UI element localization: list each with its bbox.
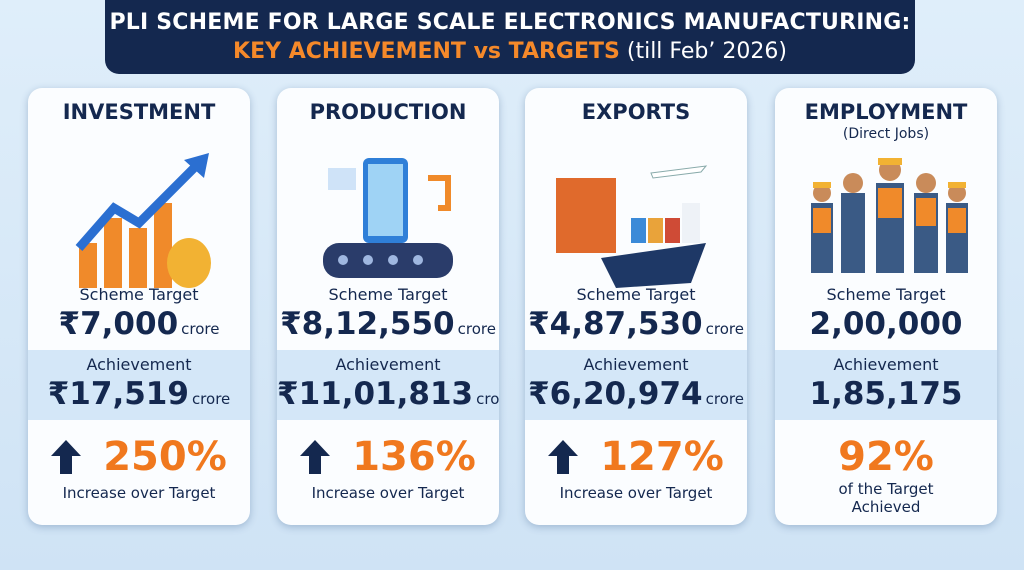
target-value: ₹7,000 crore	[28, 306, 250, 342]
achievement-number: ₹11,01,813	[277, 376, 474, 412]
achievement-band	[775, 350, 997, 420]
achievement-value: 1,85,175	[775, 376, 997, 412]
unit: crore	[705, 320, 744, 338]
card: EMPLOYMENT (Direct Jobs) Scheme Target 2,…	[775, 88, 997, 525]
achievement-value: ₹6,20,974 crore	[525, 376, 747, 412]
target-label: Scheme Target	[328, 285, 448, 304]
card: EXPORTS Scheme Target ₹4,87,530 crore Ach…	[525, 88, 747, 525]
achievement-number: ₹17,519	[47, 376, 189, 412]
card-title: INVESTMENT	[62, 100, 216, 124]
card: PRODUCTION Scheme Target ₹8,12,550 crore …	[277, 88, 499, 525]
unit: crore	[457, 320, 496, 338]
achievement-band	[28, 350, 250, 420]
unit: crore	[705, 390, 744, 408]
card: INVESTMENT Scheme Target ₹7,000 crore Ach…	[28, 88, 250, 525]
change: 127%	[525, 434, 747, 480]
target-value: ₹4,87,530 crore	[525, 306, 747, 342]
target-number: ₹4,87,530	[528, 306, 703, 342]
achievement-number: 1,85,175	[809, 376, 963, 412]
card-title: EXPORTS	[581, 100, 691, 124]
target-label: Scheme Target	[79, 285, 199, 304]
change: 136%	[277, 434, 499, 480]
unit: crore	[181, 320, 220, 338]
achievement-label: Achievement	[335, 355, 441, 374]
illustration	[811, 158, 968, 273]
change-caption: Increase over Target	[559, 484, 713, 502]
unit: crore	[476, 390, 499, 408]
change-value: 136%	[352, 434, 476, 480]
up-arrow-icon	[548, 440, 579, 474]
achievement-label: Achievement	[86, 355, 192, 374]
illustration	[75, 153, 211, 288]
change-value: 92%	[838, 434, 934, 480]
target-value: ₹8,12,550 crore	[277, 306, 499, 342]
illustration	[556, 165, 708, 288]
target-number: 2,00,000	[809, 306, 963, 342]
change-caption: Increase over Target	[62, 484, 216, 502]
target-number: ₹8,12,550	[280, 306, 455, 342]
change: 92%	[775, 434, 997, 480]
change: 250%	[28, 434, 250, 480]
card-title: PRODUCTION	[309, 100, 467, 124]
unit: crore	[191, 390, 231, 408]
change-value: 127%	[600, 434, 724, 480]
achievement-band	[525, 350, 747, 420]
change-caption: Increase over Target	[311, 484, 465, 502]
achievement-label: Achievement	[583, 355, 689, 374]
card-subtitle: (Direct Jobs)	[842, 126, 930, 142]
target-label: Scheme Target	[826, 285, 946, 304]
subtitle-main: KEY ACHIEVEMENT vs TARGETS	[233, 39, 620, 64]
card-title: EMPLOYMENT	[804, 100, 968, 124]
achievement-value: ₹17,519 crore	[28, 376, 250, 412]
target-number: ₹7,000	[58, 306, 179, 342]
achievement-number: ₹6,20,974	[528, 376, 703, 412]
subtitle: KEY ACHIEVEMENT vs TARGETS (till Feb’ 20…	[105, 39, 915, 64]
achievement-label: Achievement	[833, 355, 939, 374]
illustration	[323, 158, 453, 278]
achievement-value: ₹11,01,813crore	[277, 376, 499, 412]
up-arrow-icon	[300, 440, 331, 474]
target-value: 2,00,000	[775, 306, 997, 342]
subtitle-suffix: (till Feb’ 2026)	[626, 39, 787, 64]
up-arrow-icon	[51, 440, 82, 474]
change-value: 250%	[103, 434, 227, 480]
title: PLI SCHEME FOR LARGE SCALE ELECTRONICS M…	[109, 10, 911, 35]
change-caption: of the Target Achieved	[838, 480, 934, 516]
achievement-band	[277, 350, 499, 420]
target-label: Scheme Target	[576, 285, 696, 304]
header: PLI SCHEME FOR LARGE SCALE ELECTRONICS M…	[105, 0, 915, 74]
